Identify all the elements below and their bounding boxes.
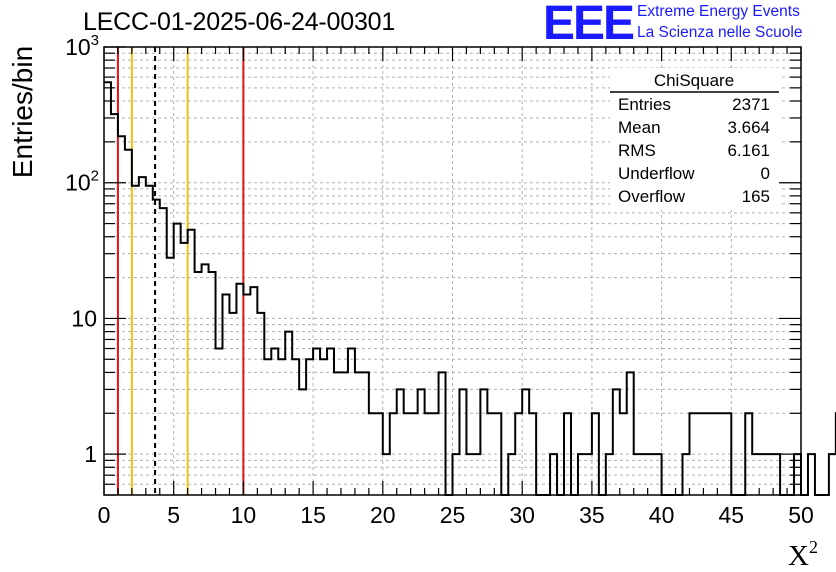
stats-box: ChiSquare Entries 2371 Mean 3.664 RMS 6.161 Und… (610, 68, 779, 210)
x-tick-label: 10 (231, 502, 257, 528)
x-tick-label: 15 (300, 502, 326, 528)
logo-subtitle-line2: La Scienza nelle Scuole (637, 24, 803, 41)
stats-value: 3.664 (727, 118, 770, 137)
x-tick-label: 35 (579, 502, 605, 528)
x-tick-label: 40 (649, 502, 675, 528)
stats-label: Overflow (618, 187, 686, 206)
stats-label: Entries (618, 95, 671, 114)
y-tick-label: 102 (65, 168, 99, 196)
x-tick-label: 20 (370, 502, 396, 528)
stats-label: RMS (618, 141, 656, 160)
reference-lines (116, 47, 245, 495)
x-tick-label: 25 (440, 502, 466, 528)
x-tick-label: 45 (719, 502, 745, 528)
axis-ticks (103, 46, 802, 496)
x-tick-label: 5 (167, 502, 180, 528)
stats-title: ChiSquare (654, 71, 734, 90)
eee-logo: EEE (543, 0, 635, 50)
y-tick-label: 1 (84, 441, 97, 467)
x-axis-label: X2 (788, 537, 818, 572)
y-tick-label: 103 (65, 32, 99, 60)
y-axis-label: Entries/bin (7, 46, 38, 178)
x-tick-label: 0 (98, 502, 111, 528)
stats-value: 0 (761, 164, 770, 183)
stats-value: 2371 (732, 95, 770, 114)
y-tick-labels: 1 10 102 103 (65, 32, 99, 467)
histogram-line (104, 81, 836, 496)
plot-title: LECC-01-2025-06-24-00301 (83, 8, 396, 36)
stats-value: 6.161 (727, 141, 770, 160)
logo-subtitle-line1: Extreme Energy Events (637, 3, 800, 20)
y-tick-label: 10 (71, 305, 97, 331)
x-tick-label: 30 (509, 502, 535, 528)
x-tick-labels: 0 5 10 15 20 25 30 35 40 45 50 (98, 502, 814, 528)
x-tick-label: 50 (788, 502, 814, 528)
stats-label: Mean (618, 118, 661, 137)
stats-label: Underflow (618, 164, 695, 183)
stats-value: 165 (742, 187, 770, 206)
